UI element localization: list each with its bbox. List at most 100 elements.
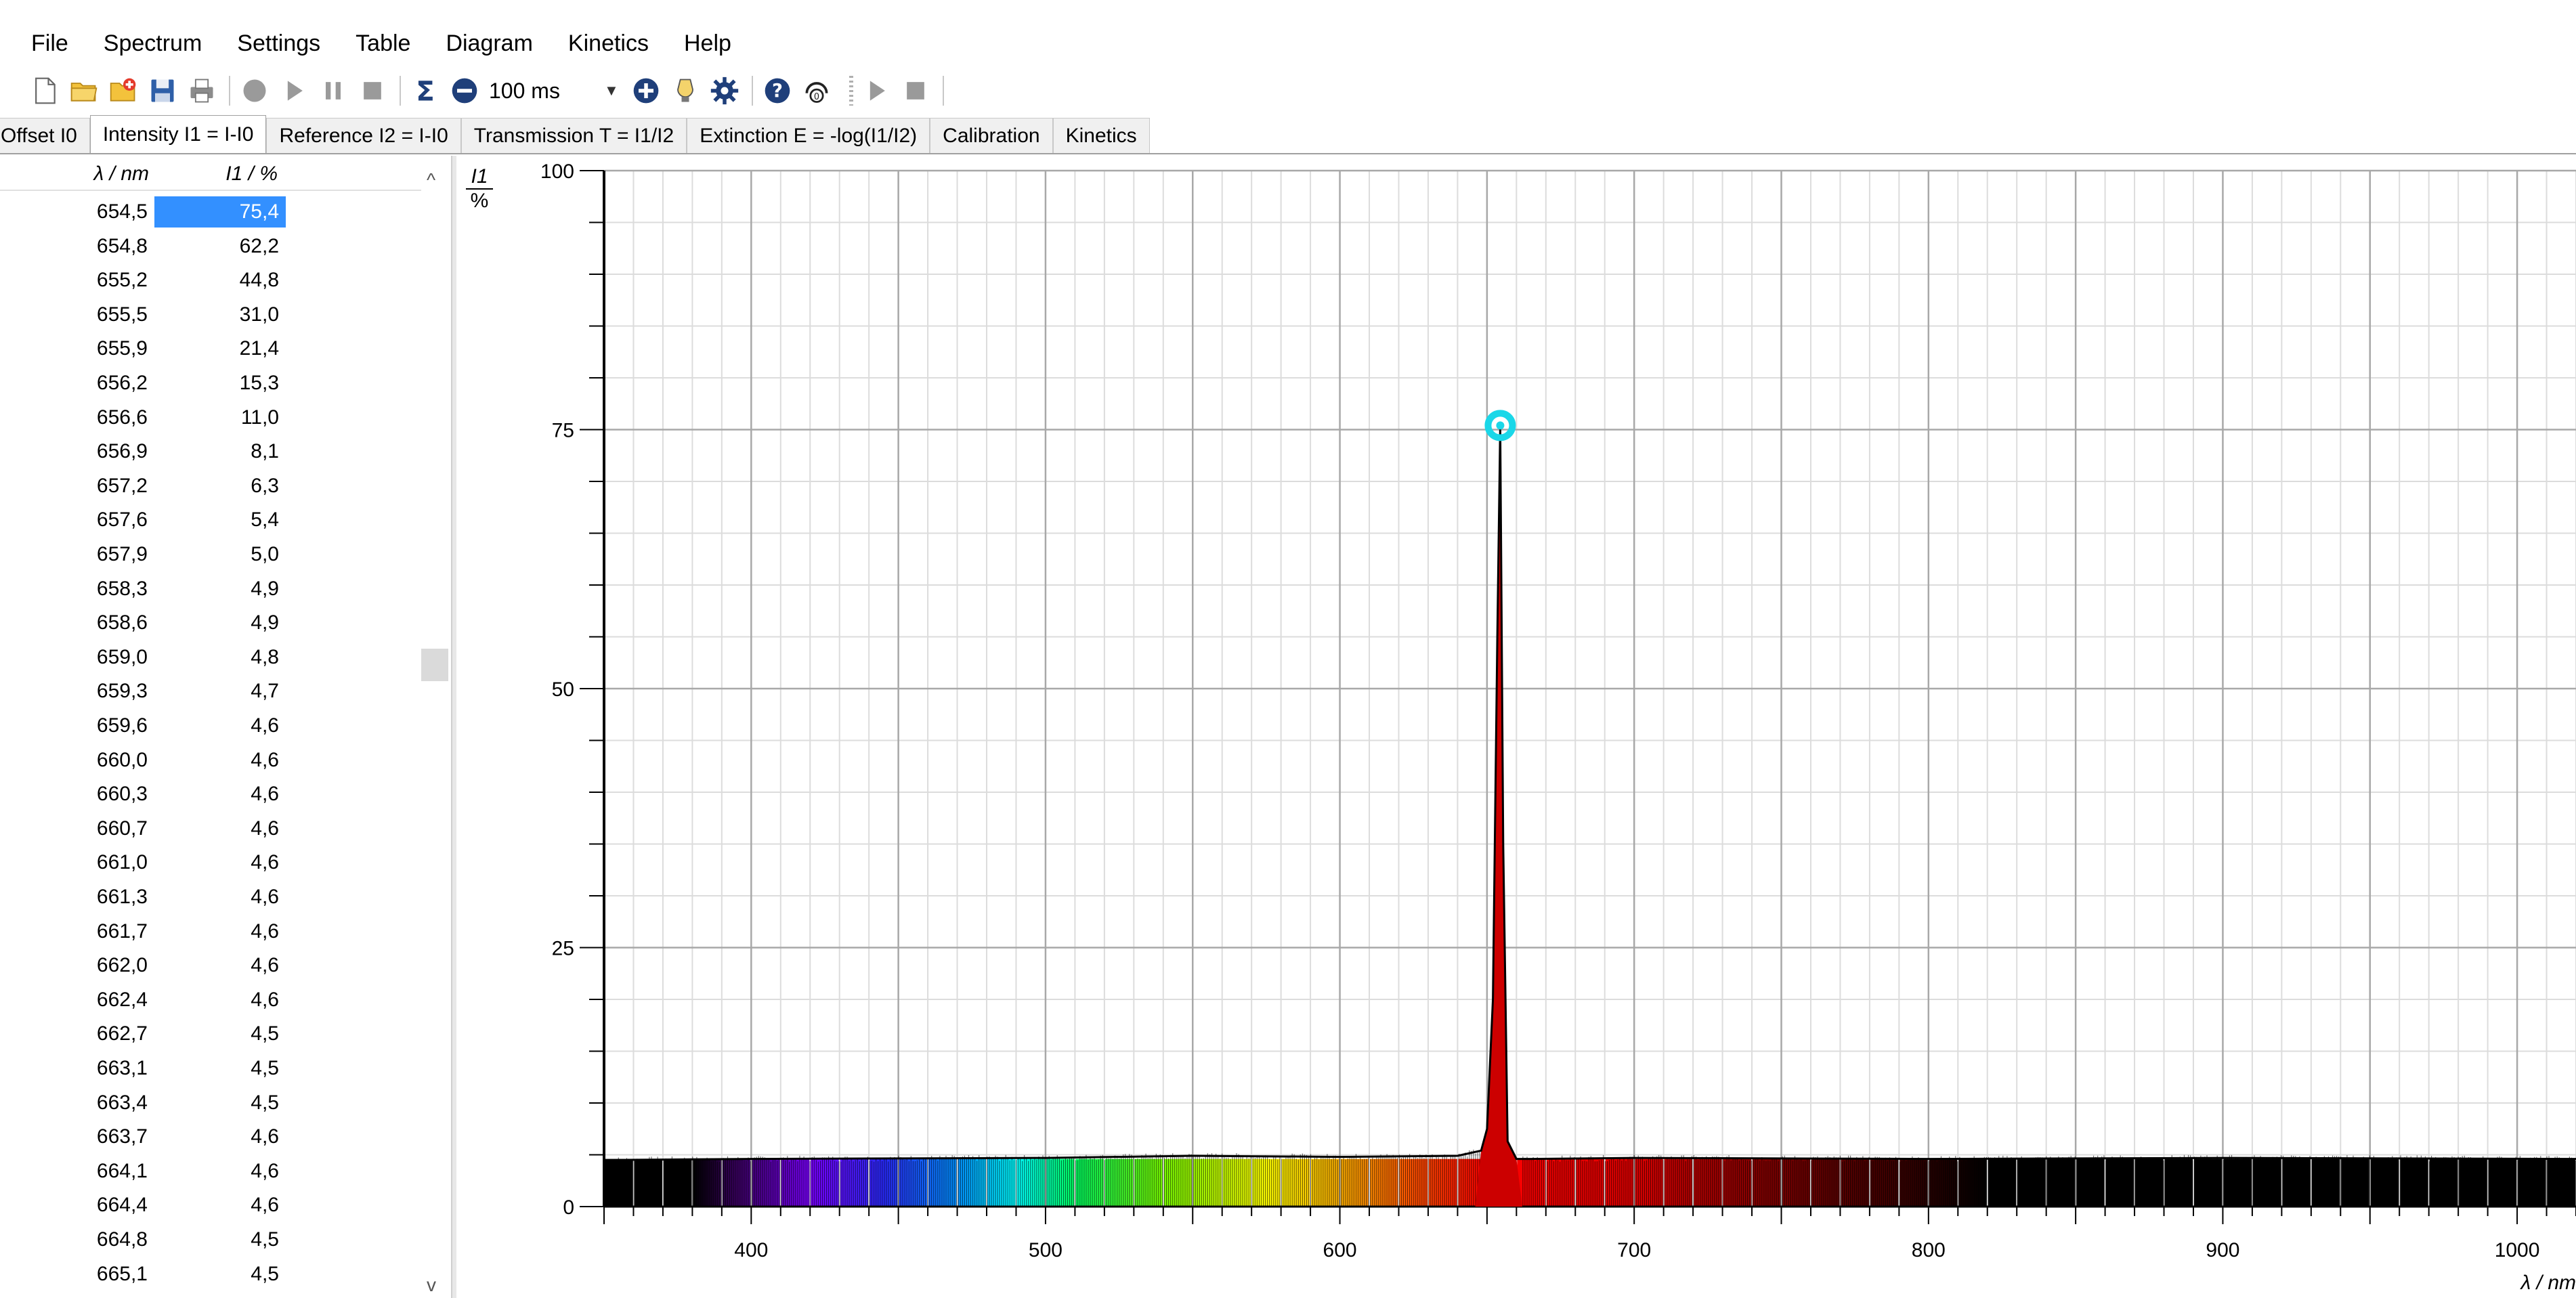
menu-table[interactable]: Table	[356, 30, 411, 56]
wavelength-cell[interactable]: 663,1	[96, 1057, 148, 1079]
intensity-cell[interactable]: 75,4	[154, 196, 286, 228]
intensity-cell[interactable]: 5,0	[251, 543, 279, 565]
intensity-cell[interactable]: 4,5	[251, 1057, 279, 1079]
tab-kinetics[interactable]: Kinetics	[1052, 118, 1150, 153]
toolbar-grip[interactable]	[849, 76, 853, 106]
table-row[interactable]: 659,0 4,8	[0, 641, 425, 675]
column-header-wavelength[interactable]: λ / nm	[93, 163, 149, 185]
wavelength-cell[interactable]: 665,1	[96, 1262, 148, 1285]
wavelength-cell[interactable]: 661,0	[96, 851, 148, 874]
minus-icon[interactable]	[450, 76, 479, 106]
table-row[interactable]: 657,6 5,4	[0, 503, 425, 538]
table-row[interactable]: 656,9 8,1	[0, 435, 425, 469]
wavelength-cell[interactable]: 662,0	[96, 954, 148, 977]
wavelength-cell[interactable]: 657,9	[96, 543, 148, 565]
intensity-cell[interactable]: 6,3	[251, 474, 279, 497]
intensity-cell[interactable]: 4,6	[251, 817, 279, 840]
table-row[interactable]: 655,2 44,8	[0, 263, 425, 298]
table-row[interactable]: 659,6 4,6	[0, 709, 425, 743]
reset-icon[interactable]: 0	[802, 76, 832, 106]
table-row[interactable]: 657,9 5,0	[0, 538, 425, 572]
run-icon[interactable]	[861, 76, 891, 106]
intensity-cell[interactable]: 4,6	[251, 1125, 279, 1148]
intensity-cell[interactable]: 15,3	[239, 372, 279, 394]
table-row[interactable]: 660,0 4,6	[0, 743, 425, 778]
help-icon[interactable]: ?	[763, 76, 792, 106]
intensity-cell[interactable]: 4,6	[251, 1194, 279, 1217]
print-icon[interactable]	[187, 76, 217, 106]
table-row[interactable]: 664,4 4,6	[0, 1188, 425, 1223]
menu-spectrum[interactable]: Spectrum	[103, 30, 202, 56]
intensity-cell[interactable]: 4,9	[251, 611, 279, 634]
table-row[interactable]: 656,6 11,0	[0, 401, 425, 435]
halt-icon[interactable]	[901, 76, 930, 106]
sum-icon[interactable]: Σ	[410, 76, 440, 106]
table-row[interactable]: 661,3 4,6	[0, 880, 425, 915]
intensity-cell[interactable]: 11,0	[240, 406, 279, 429]
intensity-cell[interactable]: 4,6	[251, 748, 279, 771]
wavelength-cell[interactable]: 655,2	[96, 269, 148, 292]
table-row[interactable]: 662,4 4,6	[0, 983, 425, 1018]
wavelength-cell[interactable]: 664,1	[96, 1159, 148, 1182]
open-folder-icon[interactable]	[69, 76, 99, 106]
lamp-icon[interactable]	[670, 76, 700, 106]
wavelength-cell[interactable]: 659,3	[96, 680, 148, 703]
intensity-cell[interactable]: 4,7	[251, 680, 279, 703]
intensity-cell[interactable]: 4,6	[251, 954, 279, 977]
wavelength-cell[interactable]: 662,4	[96, 988, 148, 1011]
tab-offset[interactable]: Offset I0	[0, 118, 90, 153]
table-row[interactable]: 662,0 4,6	[0, 949, 425, 983]
menu-diagram[interactable]: Diagram	[446, 30, 533, 56]
wavelength-cell[interactable]: 659,0	[96, 645, 148, 668]
play-icon[interactable]	[279, 76, 309, 106]
wavelength-cell[interactable]: 660,7	[96, 817, 148, 840]
spectrum-plot[interactable]: 0 25 50 75 100 400 500 600 700 800 900 1000 λ / nm	[458, 156, 2576, 1298]
wavelength-cell[interactable]: 660,3	[96, 783, 148, 806]
tab-reference[interactable]: Reference I2 = I-I0	[266, 118, 461, 153]
wavelength-cell[interactable]: 656,6	[96, 406, 148, 429]
intensity-cell[interactable]: 4,6	[251, 714, 279, 737]
panel-splitter[interactable]	[451, 156, 456, 1298]
intensity-cell[interactable]: 31,0	[239, 303, 279, 326]
menu-settings[interactable]: Settings	[237, 30, 321, 56]
wavelength-cell[interactable]: 658,3	[96, 577, 148, 600]
tab-calibration[interactable]: Calibration	[930, 118, 1053, 153]
table-row[interactable]: 665,1 4,5	[0, 1257, 425, 1292]
scroll-down-icon[interactable]: v	[427, 1274, 436, 1295]
stop-icon[interactable]	[358, 76, 387, 106]
table-row[interactable]: 663,1 4,5	[0, 1052, 425, 1086]
tab-transmission[interactable]: Transmission T = I1/I2	[460, 118, 687, 153]
wavelength-cell[interactable]: 660,0	[96, 748, 148, 771]
intensity-cell[interactable]: 4,9	[251, 577, 279, 600]
intensity-cell[interactable]: 5,4	[251, 509, 279, 532]
spectrum-chart[interactable]: 0 25 50 75 100 400 500 600 700 800 900 1000 λ / nm	[458, 156, 2576, 1298]
new-file-icon[interactable]	[30, 76, 60, 106]
table-row[interactable]: 659,3 4,7	[0, 674, 425, 709]
wavelength-cell[interactable]: 664,4	[96, 1194, 148, 1217]
table-row[interactable]: 664,8 4,5	[0, 1223, 425, 1257]
wavelength-cell[interactable]: 663,4	[96, 1091, 148, 1114]
wavelength-cell[interactable]: 654,5	[96, 200, 148, 223]
intensity-cell[interactable]: 44,8	[239, 269, 279, 292]
intensity-cell[interactable]: 4,5	[251, 1091, 279, 1114]
intensity-cell[interactable]: 21,4	[239, 337, 279, 360]
wavelength-cell[interactable]: 656,9	[96, 440, 148, 463]
intensity-cell[interactable]: 4,6	[251, 920, 279, 943]
intensity-cell[interactable]: 4,5	[251, 1022, 279, 1045]
tab-intensity[interactable]: Intensity I1 = I-I0	[89, 115, 267, 153]
wavelength-cell[interactable]: 659,6	[96, 714, 148, 737]
wavelength-cell[interactable]: 655,5	[96, 303, 148, 326]
wavelength-cell[interactable]: 663,7	[96, 1125, 148, 1148]
table-row[interactable]: 661,0 4,6	[0, 846, 425, 880]
table-row[interactable]: 658,3 4,9	[0, 572, 425, 607]
tab-extinction[interactable]: Extinction E = -log(I1/I2)	[687, 118, 930, 153]
exposure-select[interactable]: 100 ms ▼	[489, 76, 619, 106]
intensity-cell[interactable]: 4,6	[251, 851, 279, 874]
table-row[interactable]: 654,8 62,2	[0, 230, 425, 264]
intensity-cell[interactable]: 4,5	[251, 1228, 279, 1251]
wavelength-cell[interactable]: 664,8	[96, 1228, 148, 1251]
table-row[interactable]: 657,2 6,3	[0, 469, 425, 504]
menu-kinetics[interactable]: Kinetics	[567, 30, 649, 56]
intensity-cell[interactable]: 4,6	[251, 886, 279, 908]
wavelength-cell[interactable]: 658,6	[96, 611, 148, 634]
